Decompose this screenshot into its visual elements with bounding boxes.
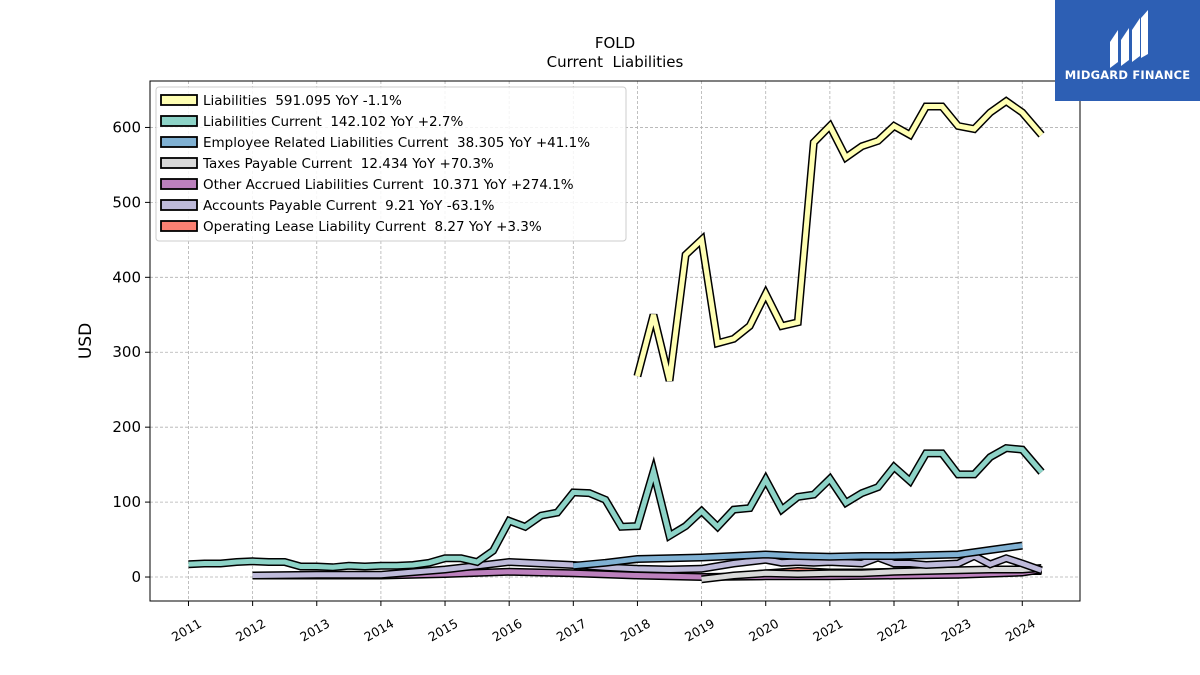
x-tick-label: 2012 [233, 616, 268, 645]
brand-logo: MIDGARD FINANCE [1055, 0, 1200, 101]
x-tick-label: 2022 [874, 616, 909, 645]
brand-mark-icon [1110, 10, 1148, 68]
legend-item-label: Operating Lease Liability Current 8.27 Y… [203, 219, 542, 235]
x-tick-label: 2016 [490, 616, 525, 645]
y-tick-label: 400 [112, 268, 141, 286]
legend-swatch [160, 199, 198, 211]
y-tick-label: 600 [112, 118, 141, 136]
x-tick-label: 2021 [810, 616, 845, 645]
legend-swatch [160, 178, 198, 190]
legend-item-label: Other Accrued Liabilities Current 10.371… [203, 177, 574, 193]
series-line [573, 543, 1023, 569]
brand-name: MIDGARD FINANCE [1064, 68, 1191, 82]
y-axis: 0 100 200 300 400 500 600 [112, 118, 150, 586]
legend-item-label: Employee Related Liabilities Current 38.… [203, 135, 590, 151]
x-tick-label: 2013 [297, 616, 332, 645]
legend: Liabilities 591.095 YoY -1.1% Liabilities… [155, 86, 627, 242]
series-accounts-payable-current [252, 551, 1043, 580]
series-line [701, 565, 1042, 582]
x-tick-label: 2014 [361, 616, 396, 645]
series-taxes-payable-current [701, 564, 1042, 584]
y-tick-label: 300 [112, 343, 141, 361]
x-tick-label: 2018 [618, 616, 653, 645]
series-liabilities-current [188, 444, 1045, 572]
y-tick-label: 200 [112, 418, 141, 436]
x-tick-label: 2019 [682, 616, 717, 645]
chart-title: FOLD [595, 34, 635, 52]
y-tick-label: 100 [112, 493, 141, 511]
legend-item-label: Taxes Payable Current 12.434 YoY +70.3% [202, 156, 494, 172]
legend-swatch [160, 157, 198, 169]
x-tick-label: 2024 [1003, 616, 1038, 645]
series-employee-related-liabilities-current [572, 541, 1023, 570]
series-liabilities [633, 96, 1045, 382]
series-lines [188, 96, 1045, 584]
x-tick-label: 2017 [554, 616, 589, 645]
x-tick-label: 2015 [425, 616, 460, 645]
chart-subtitle: Current Liabilities [547, 53, 684, 71]
y-tick-label: 500 [112, 193, 141, 211]
x-tick-label: 2020 [746, 616, 781, 645]
legend-swatch [160, 220, 198, 232]
legend-item-label: Accounts Payable Current 9.21 YoY -63.1% [203, 198, 495, 214]
plot-frame [149, 80, 1081, 602]
legend-frame [155, 86, 627, 242]
legend-swatch [160, 94, 198, 106]
legend-swatch [160, 115, 198, 127]
y-tick-label: 0 [131, 568, 141, 586]
legend-swatch [160, 136, 198, 148]
series-line [188, 445, 1044, 570]
series-line [252, 553, 1043, 578]
x-axis: 2011 2012 2013 2014 2015 2016 2017 2018 2019 2020… [169, 601, 1038, 645]
series-line [634, 98, 1044, 382]
y-axis-label: USD [76, 323, 96, 359]
legend-item-label: Liabilities Current 142.102 YoY +2.7% [203, 114, 463, 130]
legend-item-label: Liabilities 591.095 YoY -1.1% [203, 93, 402, 109]
x-tick-label: 2011 [169, 616, 204, 645]
x-tick-label: 2023 [939, 616, 974, 645]
